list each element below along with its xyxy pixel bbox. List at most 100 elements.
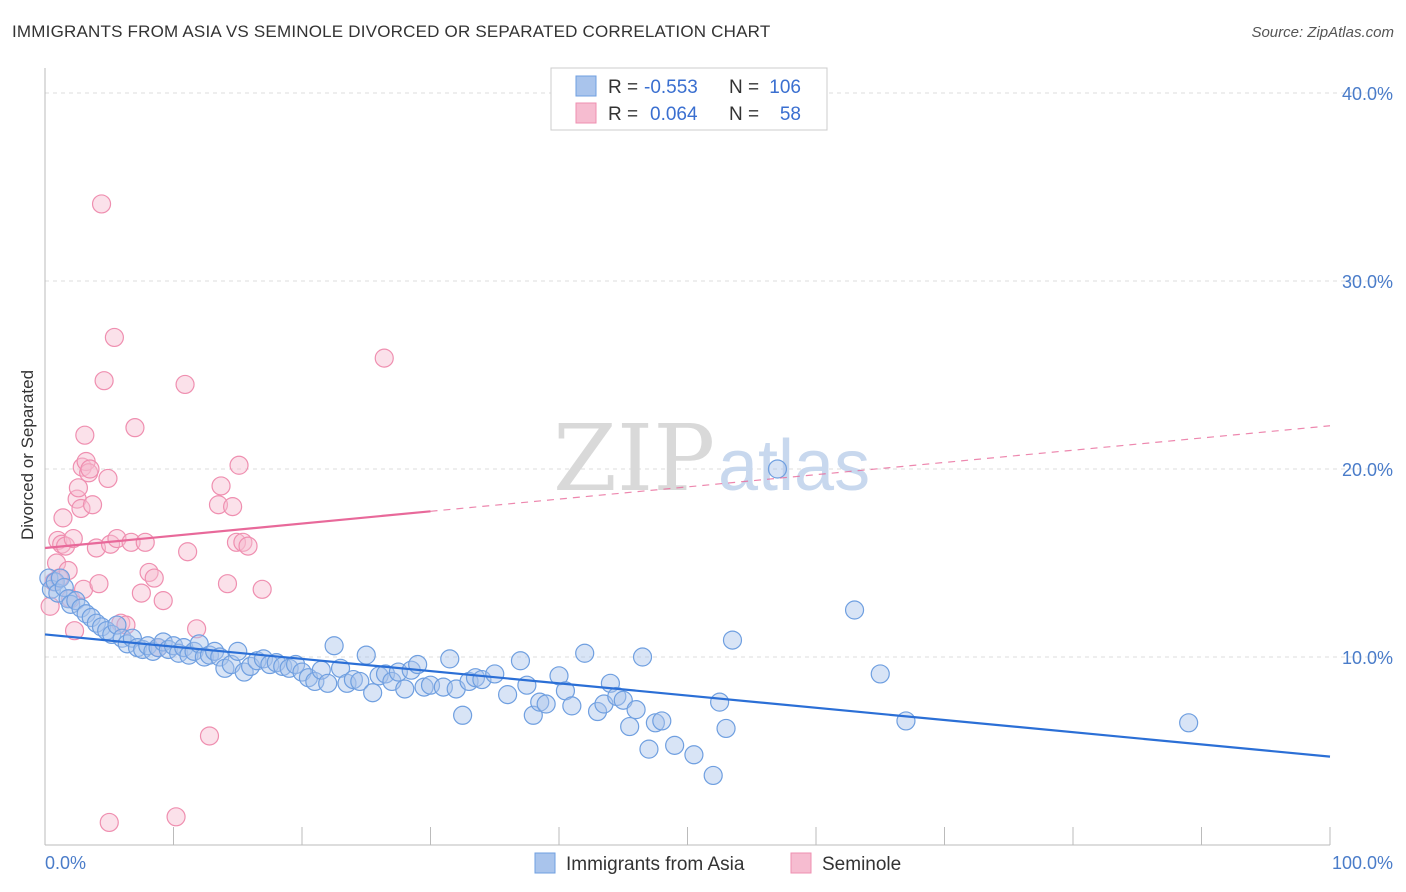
seminole-point-45 [211, 476, 231, 496]
asia-point-60 [363, 683, 383, 703]
seminole-point-46 [217, 574, 238, 594]
seminole-point-26 [98, 468, 118, 489]
seminole-point-32 [121, 532, 141, 552]
asia-point-7 [61, 594, 81, 614]
bottom-legend-swatch-asia [534, 852, 556, 874]
asia-point-58 [350, 671, 370, 692]
legend-swatch-blue [575, 75, 597, 97]
asia-point-92 [613, 690, 633, 710]
seminole-point-28 [104, 327, 124, 348]
asia-point-104 [767, 459, 788, 479]
asia-point-4 [50, 568, 71, 588]
seminole-point-33 [125, 418, 145, 438]
seminole-point-47 [223, 497, 243, 517]
asia-point-79 [510, 651, 531, 671]
seminole-point-2 [46, 553, 67, 573]
seminole-point-11 [64, 621, 85, 641]
asia-point-106 [870, 664, 890, 684]
y-tick-label-20: 20.0% [1342, 460, 1393, 480]
seminole-point-20 [80, 459, 100, 479]
seminole-point-17 [75, 425, 95, 445]
bottom-legend-label-asia: Immigrants from Asia [566, 854, 745, 875]
y-tick-label-10: 10.0% [1342, 648, 1393, 668]
legend-r-label-1: R = [608, 77, 638, 98]
asia-point-98 [652, 711, 672, 731]
asia-point-59 [356, 645, 376, 665]
chart-title: IMMIGRANTS FROM ASIA VS SEMINOLE DIVORCE… [12, 22, 771, 41]
watermark-zip: ZIP [553, 405, 715, 512]
legend-r-value-2: 0.064 [650, 104, 698, 125]
trend-lines [44, 425, 1331, 758]
source-label: Source: ZipAtlas.com [1251, 24, 1394, 41]
seminole-point-35 [135, 532, 155, 552]
seminole-point-43 [199, 726, 220, 746]
x-tick-label-max: 100.0% [1332, 853, 1393, 873]
legend-n-value-1: 106 [769, 77, 801, 98]
seminole-point-53 [374, 348, 394, 368]
asia-point-88 [587, 701, 608, 722]
asia-point-87 [575, 643, 595, 663]
asia-point-108 [1179, 713, 1199, 733]
seminole-point-37 [144, 568, 164, 588]
seminole-point-52 [252, 579, 272, 599]
seminole-point-55 [166, 807, 186, 827]
seminole-trend-solid [44, 510, 431, 550]
seminole-point-51 [238, 536, 258, 556]
asia-point-101 [703, 765, 723, 786]
asia-point-54 [324, 636, 344, 656]
seminole-point-14 [71, 498, 91, 519]
seminole-point-49 [229, 455, 249, 475]
bottom-legend-swatch-seminole [790, 852, 812, 874]
y-tick-label-30: 30.0% [1342, 272, 1393, 292]
seminole-point-40 [175, 374, 195, 395]
asia-point-102 [710, 692, 730, 712]
seminole-point-6 [53, 508, 73, 528]
seminole-point-24 [91, 194, 112, 214]
legend-box [550, 67, 828, 131]
asia-point-94 [626, 700, 646, 720]
asia-point-100 [684, 745, 704, 765]
legend-n-value-2: 58 [780, 104, 801, 125]
seminole-point-50 [233, 532, 253, 552]
legend-n-label-1: N = [729, 77, 759, 98]
seminole-point-25 [94, 371, 114, 391]
asia-point-65 [395, 679, 415, 699]
legend-n-label-2: N = [729, 104, 759, 125]
asia-point-12 [86, 613, 107, 633]
legend-r-value-1: -0.553 [644, 77, 698, 98]
x-tick-label-min: 0.0% [45, 853, 86, 873]
asia-point-86 [562, 696, 582, 716]
seminole-point-44 [208, 495, 229, 515]
y-axis-label: Divorced or Separated [18, 370, 37, 540]
asia-point-53 [318, 673, 338, 693]
asia-point-48 [285, 654, 306, 675]
seminole-point-21 [82, 495, 103, 515]
watermark-atlas: atlas [718, 426, 870, 506]
asia-point-15 [102, 624, 122, 645]
legend-swatch-pink [575, 102, 597, 124]
correlation-legend: R = -0.553 N = 106 R = 0.064 N = 58 [550, 67, 828, 131]
asia-point-99 [665, 735, 685, 755]
asia-point-83 [536, 694, 556, 714]
asia-point-109 [722, 630, 743, 650]
asia-point-73 [453, 705, 473, 725]
asia-point-5 [54, 577, 74, 598]
seminole-point-39 [153, 591, 173, 611]
seminole-point-41 [178, 542, 198, 562]
seminole-point-29 [107, 528, 127, 549]
y-tick-label-40: 40.0% [1342, 84, 1393, 104]
seminole-point-23 [89, 574, 109, 594]
asia-point-71 [440, 649, 460, 669]
series-legend: Immigrants from Asia Seminole [534, 852, 901, 875]
seminole-point-13 [68, 478, 89, 498]
asia-point-105 [844, 600, 865, 620]
asia-point-93 [620, 716, 640, 737]
asia-trend-solid [44, 633, 1331, 758]
seminole-point-42 [187, 619, 207, 639]
asia-point-95 [632, 647, 653, 667]
asia-point-13 [91, 617, 112, 637]
asia-point-78 [498, 685, 518, 705]
tick-labels: 10.0% 20.0% 30.0% 40.0% 0.0% 100.0% [45, 84, 1393, 873]
asia-point-103 [716, 718, 736, 739]
